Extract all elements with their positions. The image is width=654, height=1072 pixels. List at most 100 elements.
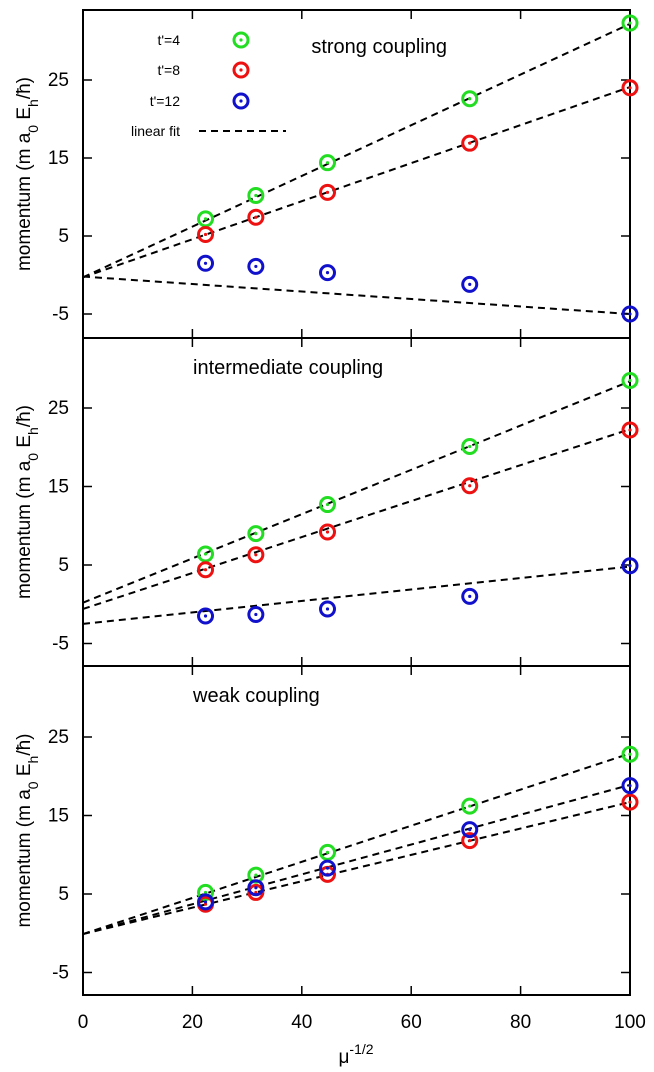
data-point-center: [203, 900, 208, 904]
x-axis-label-sup: -1/2: [349, 1041, 373, 1057]
data-point: [621, 372, 639, 390]
legend-label: linear fit: [131, 123, 180, 139]
y-axis-label-part: ħ: [14, 740, 35, 751]
y-axis-label-part: h: [25, 99, 41, 107]
data-point-center: [628, 428, 632, 432]
y-axis-label: momentum (m a0 Eh/ħ): [14, 77, 41, 271]
y-tick-label: 15: [48, 477, 69, 498]
panel-title: weak coupling: [192, 685, 320, 707]
data-point-center: [254, 873, 258, 877]
data-point: [621, 305, 639, 323]
data-point-center: [254, 886, 258, 890]
data-point: [197, 545, 215, 563]
data-point: [319, 154, 337, 172]
fit-line: [82, 783, 631, 935]
data-point-center: [628, 86, 632, 90]
data-point-center: [325, 271, 330, 275]
data-point-center: [203, 232, 208, 237]
y-axis-label-part: momentum (m a: [14, 460, 35, 599]
y-axis-label-part: momentum (m a: [14, 789, 35, 928]
y-axis-label-part: momentum (m a: [14, 132, 35, 271]
data-point-center: [203, 902, 208, 906]
legend-marker-center: [239, 68, 243, 72]
y-tick-label: 5: [58, 555, 69, 576]
data-point-center: [628, 564, 632, 568]
data-point-center: [468, 444, 472, 449]
data-point-center: [325, 502, 330, 507]
data-point: [621, 745, 639, 763]
data-point: [621, 557, 639, 575]
panel-frame: [82, 665, 631, 996]
data-point-center: [628, 784, 632, 788]
legend-label: t'=12: [150, 93, 181, 109]
y-tick-label: -5: [52, 963, 69, 984]
data-point: [247, 257, 265, 275]
data-point-center: [468, 804, 472, 808]
data-point: [621, 421, 639, 439]
data-point: [247, 525, 265, 543]
legend: t'=4 t'=8 t'=12 linear fit: [131, 31, 286, 139]
data-point: [621, 793, 639, 811]
legend-marker-center: [239, 99, 243, 103]
y-axis-label-part: h: [25, 756, 41, 764]
data-point: [319, 183, 337, 201]
data-point: [621, 79, 639, 97]
data-point: [461, 437, 479, 455]
data-point: [197, 210, 215, 228]
y-axis-label-part: 0: [25, 125, 41, 133]
data-point-center: [628, 752, 632, 756]
y-axis-label-part: /: [14, 93, 35, 99]
y-axis-label-part: ): [14, 77, 35, 83]
y-axis-label: momentum (m a0 Eh/ħ): [14, 405, 41, 599]
data-point: [621, 14, 639, 32]
y-tick-label: -5: [52, 634, 69, 655]
legend-marker-center: [239, 38, 243, 42]
y-axis-label-part: 0: [25, 453, 41, 461]
y-tick-label: 15: [48, 806, 69, 827]
data-point: [461, 134, 479, 152]
data-point-center: [254, 264, 258, 269]
y-tick-label: 25: [48, 398, 69, 419]
data-point-center: [468, 141, 472, 145]
data-point: [461, 821, 479, 839]
data-point-center: [325, 866, 330, 870]
legend-label: t'=4: [157, 32, 180, 48]
data-point-center: [254, 215, 258, 219]
fit-line: [82, 380, 631, 604]
data-point: [461, 90, 479, 108]
data-point-center: [203, 261, 208, 265]
y-tick-label: 15: [48, 148, 69, 169]
data-point: [319, 859, 337, 877]
data-point: [197, 607, 215, 625]
x-tick-label: 60: [401, 1012, 422, 1033]
x-tick-label: 20: [182, 1012, 203, 1033]
data-point: [461, 587, 479, 605]
data-point: [461, 797, 479, 815]
data-point: [247, 879, 265, 897]
fit-line: [82, 428, 631, 610]
data-point: [621, 777, 639, 795]
y-axis-label-part: h: [25, 427, 41, 435]
y-axis-label-part: ): [14, 405, 35, 411]
panel-3: -5 5 15 25 momentum (m a0 Eh/ħ) weak coupling: [14, 665, 639, 996]
data-point-center: [254, 532, 258, 536]
y-tick-label: 25: [48, 727, 69, 748]
fit-line: [82, 22, 631, 279]
data-point-center: [325, 190, 330, 194]
data-point: [461, 832, 479, 850]
fit-line: [82, 275, 631, 315]
x-tick-label: 40: [291, 1012, 312, 1033]
data-point: [197, 225, 215, 243]
y-axis-label: momentum (m a0 Eh/ħ): [14, 733, 41, 927]
data-point-center: [325, 607, 330, 611]
data-point-center: [203, 890, 208, 895]
data-point: [197, 893, 215, 911]
data-point-center: [468, 839, 472, 843]
data-point-center: [628, 21, 632, 25]
panel-1: -5 5 15 25 momentum (m a0 Eh/ħ) strong coupli…: [14, 9, 639, 339]
data-point-center: [254, 612, 258, 617]
data-point-center: [203, 552, 208, 556]
data-point-center: [628, 800, 632, 804]
x-axis-label: μ-1/2: [338, 1041, 373, 1068]
